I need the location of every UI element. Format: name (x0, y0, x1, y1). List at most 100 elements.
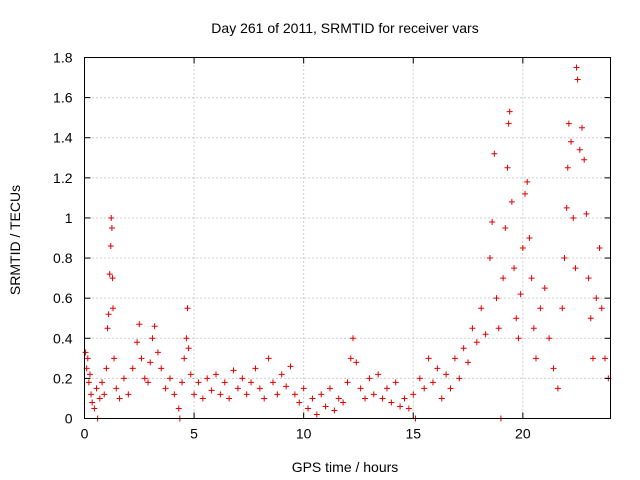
data-point (366, 375, 373, 382)
data-point (261, 395, 268, 402)
data-point (208, 387, 215, 394)
data-point (564, 164, 571, 171)
data-point (465, 359, 472, 366)
data-point (134, 339, 141, 346)
data-point (563, 204, 570, 211)
y-tick-label: 1.2 (53, 170, 73, 186)
data-point (113, 385, 120, 392)
data-point (199, 395, 206, 402)
data-point (469, 325, 476, 332)
data-point (256, 385, 263, 392)
data-point (519, 245, 526, 252)
data-point (598, 305, 605, 312)
data-point (491, 150, 498, 157)
data-point (522, 190, 529, 197)
data-point (405, 405, 412, 412)
y-axis-label: SRMTID / TECUs (7, 185, 23, 295)
data-point (388, 399, 395, 406)
data-point (537, 305, 544, 312)
data-point (136, 321, 143, 328)
data-point (401, 395, 408, 402)
data-point (101, 391, 108, 398)
data-point (111, 355, 118, 362)
data-point (421, 385, 428, 392)
data-point (460, 345, 467, 352)
data-point (593, 295, 600, 302)
data-point (226, 395, 233, 402)
data-point (305, 405, 312, 412)
data-point (149, 335, 156, 342)
data-point (532, 355, 539, 362)
data-point (349, 335, 356, 342)
chart-title: Day 261 of 2011, SRMTID for receiver var… (211, 20, 478, 36)
data-point (505, 120, 512, 127)
data-point (438, 395, 445, 402)
data-point (82, 349, 89, 356)
data-point (147, 359, 154, 366)
data-point (125, 391, 132, 398)
data-point (93, 385, 100, 392)
data-point (287, 363, 294, 370)
data-point (379, 395, 386, 402)
y-tick-label: 0.2 (53, 370, 73, 386)
data-point (596, 245, 603, 252)
y-tick-label: 0.8 (53, 250, 73, 266)
data-point (383, 385, 390, 392)
data-point (353, 359, 360, 366)
data-point (456, 375, 463, 382)
data-point (96, 395, 103, 402)
data-point (528, 275, 535, 282)
data-point (300, 385, 307, 392)
data-point (106, 271, 113, 278)
data-point (425, 355, 432, 362)
data-point (204, 375, 211, 382)
data-point (278, 371, 285, 378)
data-point (138, 355, 145, 362)
data-point (291, 391, 298, 398)
data-point (574, 76, 581, 83)
x-tick-label: 0 (81, 426, 89, 442)
data-point (166, 375, 173, 382)
y-tick-label: 1.4 (53, 130, 73, 146)
data-point (524, 178, 531, 185)
x-tick-label: 10 (296, 426, 312, 442)
data-point (318, 391, 325, 398)
data-point (500, 275, 507, 282)
data-point (313, 411, 320, 418)
data-point (175, 405, 182, 412)
y-axis-ticks: 0 0.2 0.4 0.6 0.8 1 1.2 1.4 1.6 1.8 (53, 50, 611, 427)
data-point (283, 383, 290, 390)
data-point (322, 403, 329, 410)
data-point (120, 375, 127, 382)
grid-layer (84, 57, 611, 419)
data-point (234, 385, 241, 392)
data-point (213, 371, 219, 378)
data-point (517, 291, 524, 298)
data-point (116, 395, 123, 402)
data-point (416, 375, 423, 382)
data-point (230, 367, 237, 374)
data-point (217, 391, 224, 398)
data-point (561, 255, 568, 262)
data-point (362, 395, 369, 402)
y-tick-label: 0.6 (53, 290, 73, 306)
data-point (248, 379, 255, 386)
data-point (526, 235, 533, 241)
data-point (576, 146, 583, 153)
data-point (392, 379, 399, 386)
data-point (179, 379, 186, 386)
data-point (85, 379, 92, 386)
x-tick-label: 15 (405, 426, 421, 442)
data-points-layer (82, 64, 612, 422)
y-tick-label: 0.4 (53, 330, 73, 346)
data-point (88, 391, 95, 398)
data-point (86, 371, 93, 378)
data-point (265, 355, 272, 362)
data-point (187, 371, 194, 378)
data-point (546, 335, 553, 342)
data-point (410, 391, 417, 398)
data-point (162, 385, 169, 392)
data-point (572, 265, 579, 272)
data-point (269, 379, 276, 386)
